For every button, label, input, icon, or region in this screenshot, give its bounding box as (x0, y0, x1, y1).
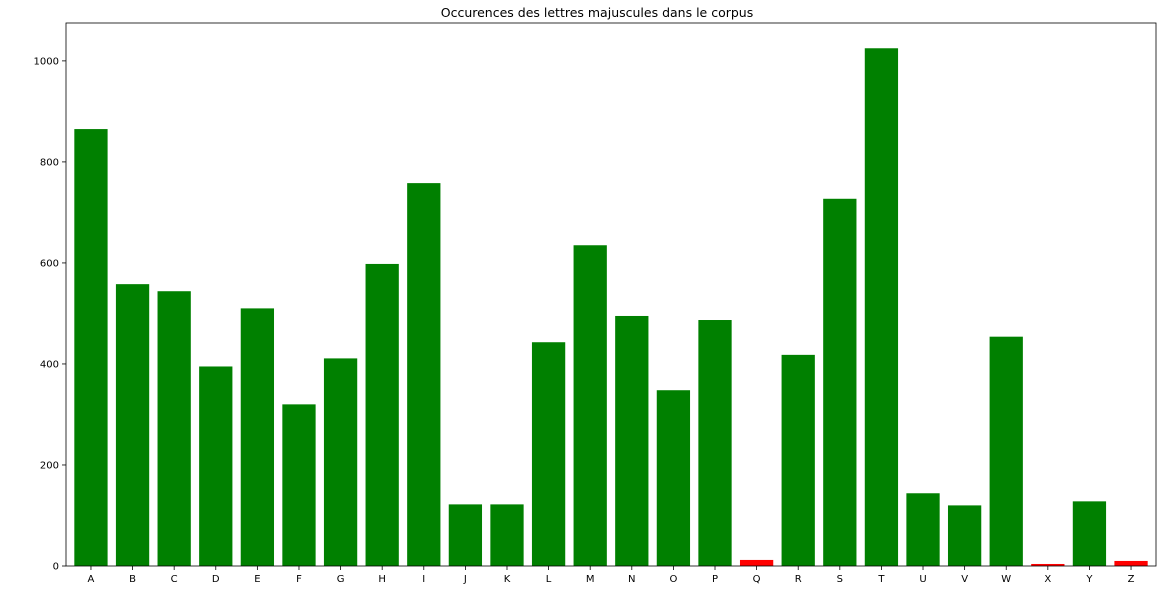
bar-K (490, 504, 524, 566)
bar-B (115, 284, 150, 566)
bar-W (989, 336, 1023, 566)
bar-F (282, 404, 316, 566)
bar-T (864, 48, 899, 566)
x-axis: A B C D E F G H I J K L M N O P Q R S T U V W X Y Z (88, 566, 1135, 585)
x-tick-label-X: X (1044, 574, 1051, 585)
bar-C (157, 291, 191, 566)
x-tick-label-M: M (586, 574, 595, 585)
bar-P (698, 320, 732, 566)
x-tick-label-N: N (628, 574, 635, 585)
x-tick-label-W: W (1001, 574, 1011, 585)
x-tick-label-B: B (129, 574, 136, 585)
x-tick-label-O: O (669, 574, 677, 585)
bar-L (531, 342, 566, 566)
bar-M (573, 245, 607, 566)
x-tick-label-L: L (546, 574, 552, 585)
x-tick-label-S: S (837, 574, 843, 585)
x-tick-label-U: U (919, 574, 926, 585)
x-tick-label-V: V (961, 574, 968, 585)
chart-title: Occurences des lettres majuscules dans l… (441, 5, 754, 20)
bar-N (615, 315, 649, 566)
x-tick-label-Y: Y (1085, 574, 1093, 585)
x-tick-label-K: K (504, 574, 511, 585)
bar-O (656, 390, 691, 566)
bars-group (74, 48, 1148, 566)
bar-H (365, 263, 399, 566)
bar-U (906, 493, 940, 566)
y-tick-label-800: 800 (40, 157, 59, 168)
bar-G (323, 358, 358, 566)
bar-Z (1114, 560, 1148, 566)
bar-Q (739, 559, 774, 566)
y-tick-label-600: 600 (40, 258, 59, 269)
x-tick-label-E: E (254, 574, 260, 585)
x-tick-label-J: J (463, 574, 467, 585)
y-tick-label-1000: 1000 (34, 56, 59, 67)
bar-V (947, 505, 982, 566)
x-tick-label-Z: Z (1128, 574, 1135, 585)
x-tick-label-C: C (171, 574, 178, 585)
bar-I (407, 183, 441, 566)
bar-R (781, 354, 815, 566)
x-tick-label-I: I (422, 574, 425, 585)
x-tick-label-T: T (877, 574, 885, 585)
bar-X (1031, 563, 1065, 566)
x-tick-label-A: A (88, 574, 95, 585)
y-tick-label-0: 0 (53, 562, 59, 573)
bar-Y (1072, 501, 1107, 566)
x-tick-label-G: G (337, 574, 345, 585)
bar-E (240, 308, 275, 566)
x-tick-label-Q: Q (753, 574, 761, 585)
plot-frame (65, 22, 1157, 567)
y-tick-label-200: 200 (40, 460, 59, 471)
bar-D (199, 366, 233, 566)
x-tick-label-P: P (712, 574, 718, 585)
x-tick-label-F: F (296, 574, 302, 585)
y-tick-label-400: 400 (40, 359, 59, 370)
bar-J (448, 504, 483, 566)
x-tick-label-R: R (795, 574, 802, 585)
x-tick-label-H: H (378, 574, 386, 585)
y-axis: 0 200 400 600 800 1000 (34, 56, 66, 573)
bar-S (823, 198, 857, 566)
bar-A (74, 129, 108, 566)
x-tick-label-D: D (212, 574, 220, 585)
